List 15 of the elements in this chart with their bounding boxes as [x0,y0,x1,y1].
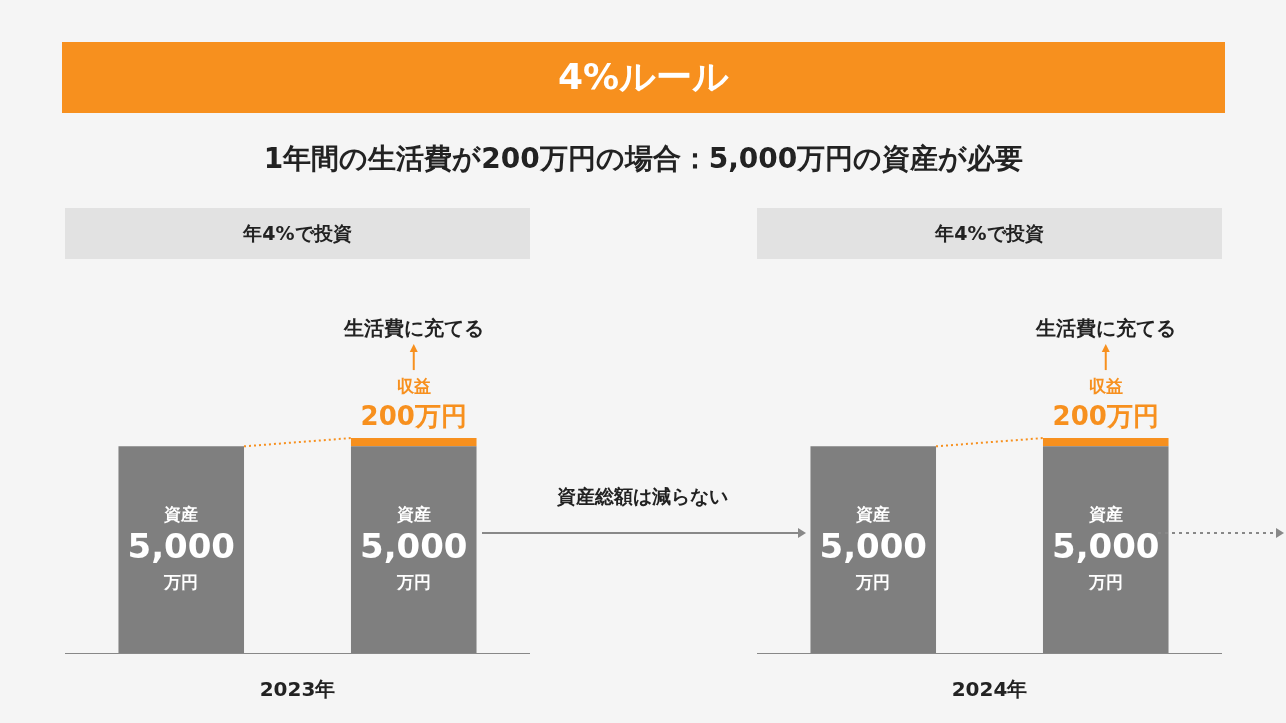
text: 生活費に充てる [1034,316,1176,341]
text: 4%ルール [62,42,1225,113]
text: 生活費に充てる [342,316,484,341]
data-label: 資産 5,000 万円 [1051,504,1160,593]
data-label: 収益 200万円 [360,376,467,431]
data-label: 資産 5,000 万円 [819,504,928,593]
chart-title: 年4%で投資 [65,208,530,259]
data-label: 資産 5,000 万円 [359,504,468,593]
text: 1年間の生活費が200万円の場合：5,000万円の資産が必要 [262,141,1025,177]
x-axis-title: 2023年 [258,676,337,703]
text: 資産総額は減らない [556,484,729,509]
chart-title: 年4%で投資 [757,208,1222,259]
data-label: 収益 200万円 [1052,376,1159,431]
x-axis-title: 2024年 [950,676,1029,703]
data-label: 資産 5,000 万円 [127,504,236,593]
